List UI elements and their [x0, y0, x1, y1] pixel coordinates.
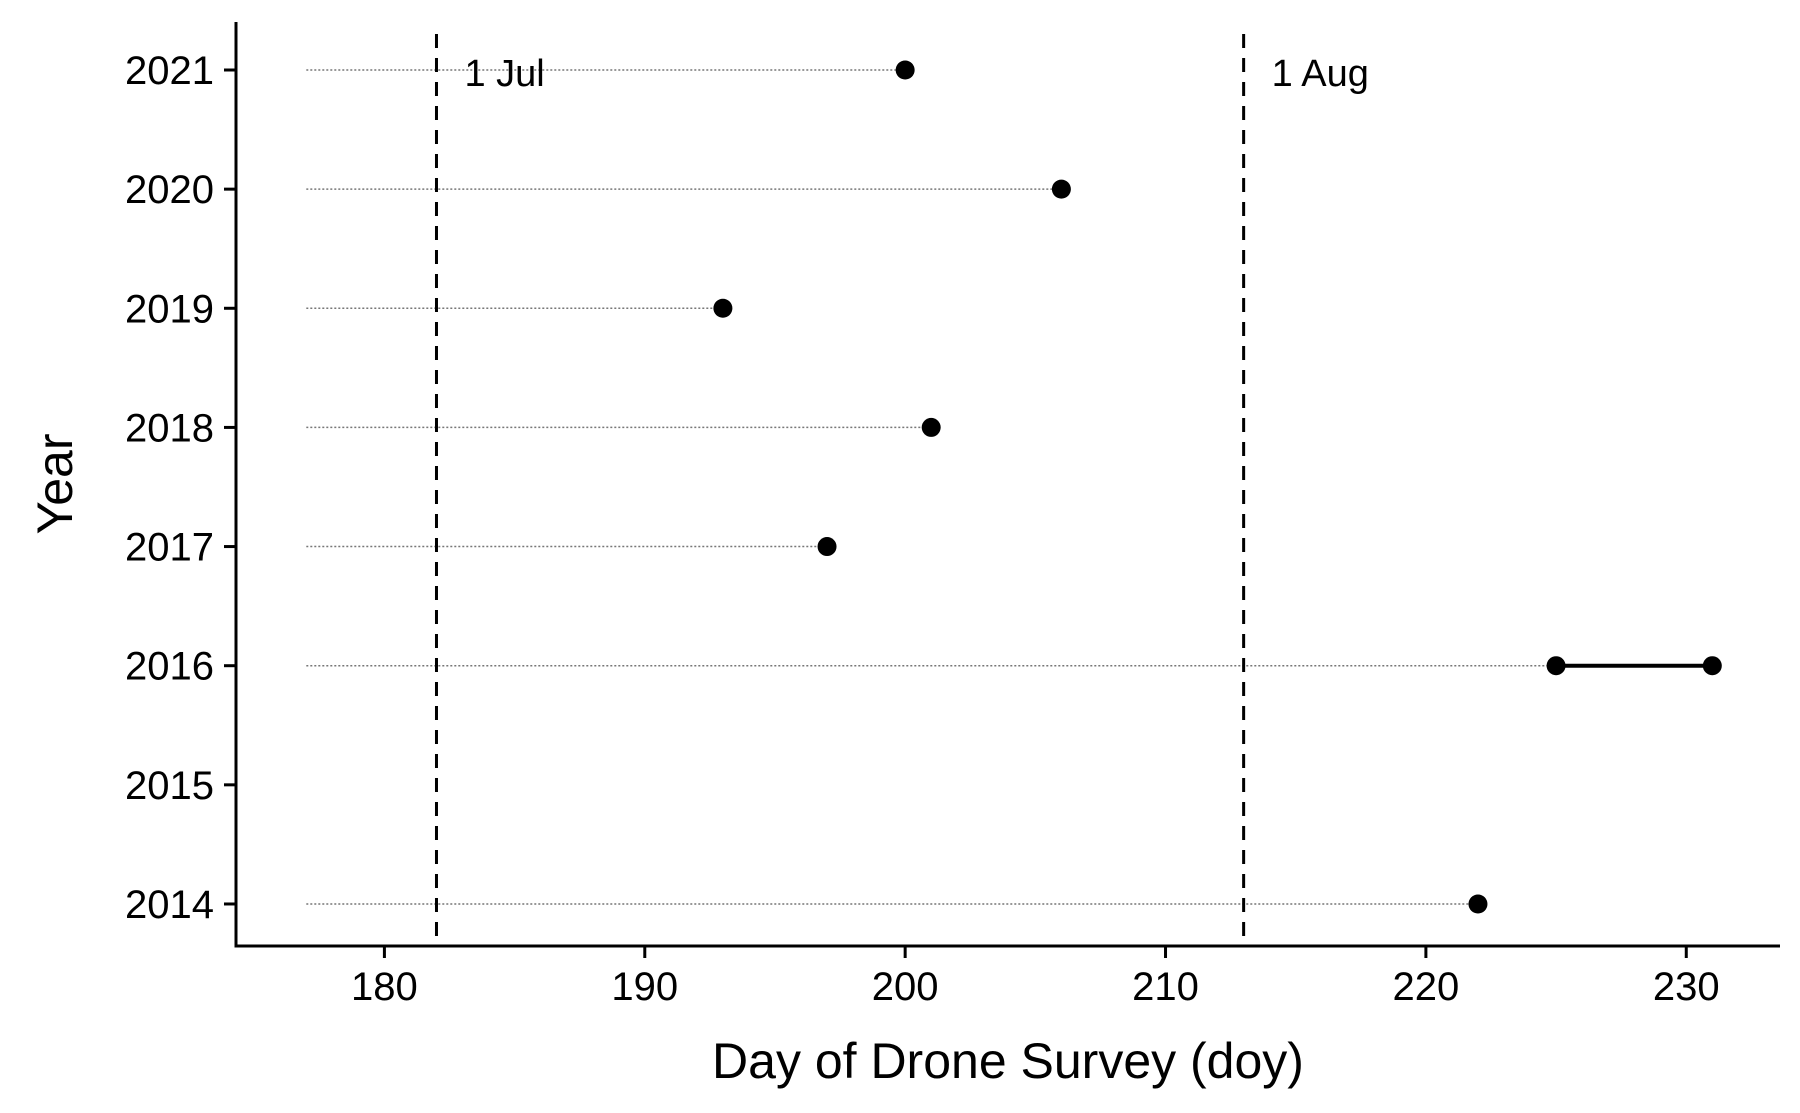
data-point-2020: [1051, 179, 1071, 199]
x-tick-label: 200: [872, 965, 939, 1009]
data-point-2016: [1546, 656, 1566, 676]
data-point-2021: [895, 60, 915, 80]
guide-lines: [306, 69, 1557, 905]
x-tick-label: 180: [351, 965, 418, 1009]
data-point-2014: [1468, 894, 1488, 914]
y-tick-label: 2016: [125, 645, 214, 689]
y-tick-label: 2014: [125, 883, 214, 927]
reference-line-label: 1 Jul: [464, 53, 544, 95]
data-point-2019: [713, 298, 733, 318]
reference-line-label: 1 Aug: [1272, 53, 1369, 95]
x-tick-label: 210: [1132, 965, 1199, 1009]
data-point-2018: [921, 417, 941, 437]
reference-lines: 1 Jul 1 Aug: [434, 34, 1369, 946]
y-tick-label: 2017: [125, 526, 214, 570]
data-point-2016: [1702, 656, 1722, 676]
x-tick-label: 190: [611, 965, 678, 1009]
x-axis-title: Day of Drone Survey (doy): [712, 1033, 1304, 1089]
y-tick-label: 2018: [125, 406, 214, 450]
data-point-2017: [817, 537, 837, 557]
y-axis-title: Year: [27, 433, 83, 534]
x-tick-label: 230: [1653, 965, 1720, 1009]
axes: [234, 22, 1780, 948]
y-tick-label: 2021: [125, 49, 214, 93]
y-ticks: 2021 2020 2019 2018 2017 2016 2015 2014: [125, 49, 236, 927]
y-tick-label: 2015: [125, 764, 214, 808]
data-points: [713, 60, 1722, 914]
y-tick-label: 2020: [125, 168, 214, 212]
x-ticks: 180 190 200 210 220 230: [351, 946, 1720, 1009]
x-tick-label: 220: [1393, 965, 1460, 1009]
y-tick-label: 2019: [125, 287, 214, 331]
